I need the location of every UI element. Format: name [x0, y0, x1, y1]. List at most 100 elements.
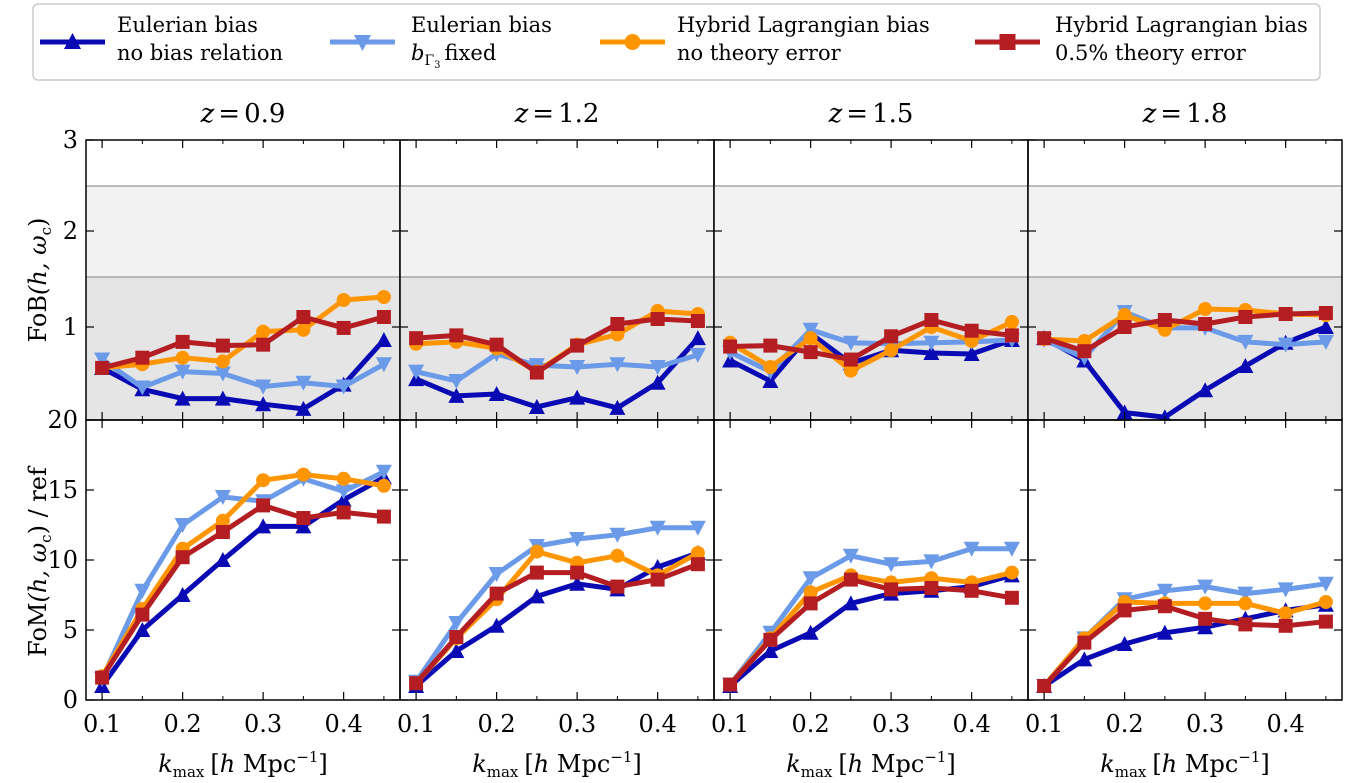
point-2-6 — [336, 293, 351, 307]
point-0-3 — [528, 588, 545, 604]
band-outer — [400, 186, 714, 277]
series-group — [722, 313, 1020, 388]
point-1-3 — [214, 490, 231, 505]
legend-entry-eulerian-fixed: Eulerian bias bΓ3 fixed — [330, 13, 552, 71]
y-tick-label-4: 0 — [63, 686, 78, 714]
y-tick-label-0: 3 — [63, 126, 78, 154]
point-2-4 — [256, 473, 271, 488]
series-group — [722, 541, 1020, 693]
point-3-0 — [95, 360, 110, 375]
point-3-0 — [1037, 331, 1052, 346]
panel-title-0: z = 0.9 — [200, 99, 286, 129]
point-2-7 — [1004, 315, 1019, 329]
legend-entry-hybrid-error: Hybrid Lagrangian bias 0.5% theory error — [975, 13, 1308, 65]
point-1-7 — [1003, 541, 1020, 557]
point-1-7 — [1317, 334, 1334, 350]
point-2-2 — [803, 331, 818, 346]
legend-label-1-gamma: Γ — [424, 53, 434, 69]
point-0-2 — [802, 624, 819, 640]
point-2-4 — [1198, 596, 1213, 611]
series-group — [94, 464, 392, 693]
legend-label-3-line1: Hybrid Lagrangian bias — [1055, 13, 1308, 37]
point-1-5 — [923, 554, 940, 570]
point-1-5 — [1237, 586, 1254, 602]
point-0-7 — [1317, 319, 1334, 334]
series-line-1 — [414, 525, 698, 684]
point-3-4 — [570, 565, 585, 580]
point-3-5 — [296, 310, 311, 324]
y-tick-label-1: 2 — [63, 217, 78, 245]
point-1-6 — [1277, 582, 1294, 598]
point-1-7 — [689, 347, 706, 363]
point-3-6 — [336, 320, 351, 335]
point-3-0 — [723, 339, 738, 354]
point-0-6 — [963, 345, 980, 361]
legend-label-1-line1: Eulerian bias — [411, 13, 552, 37]
point-3-0 — [95, 670, 110, 685]
point-3-4 — [256, 337, 271, 352]
point-3-7 — [376, 310, 391, 324]
point-3-7 — [1318, 614, 1333, 629]
point-1-6 — [1277, 337, 1294, 353]
point-3-4 — [570, 338, 585, 353]
x-tick-label-2: 0.3 — [1186, 710, 1224, 738]
point-0-5 — [923, 345, 940, 361]
x-tick-label-1: 0.2 — [164, 710, 202, 738]
legend-marker-0 — [64, 33, 81, 49]
point-1-2 — [174, 364, 191, 380]
series-group — [408, 520, 706, 693]
point-1-4 — [1197, 579, 1214, 595]
point-0-3 — [842, 595, 859, 611]
point-3-6 — [650, 572, 665, 587]
point-1-2 — [802, 571, 819, 587]
point-3-3 — [843, 352, 858, 367]
band-outer — [1028, 186, 1342, 277]
point-2-1 — [763, 359, 778, 374]
point-3-4 — [1198, 611, 1213, 626]
panel-title-2: z = 1.5 — [828, 99, 914, 129]
point-0-2 — [488, 617, 505, 633]
point-3-5 — [296, 511, 311, 525]
x-tick-label-2: 0.3 — [558, 710, 596, 738]
point-3-3 — [215, 525, 230, 539]
point-1-0 — [408, 364, 425, 380]
point-3-1 — [1077, 344, 1092, 359]
point-1-3 — [214, 366, 231, 382]
legend-label-0-line2: no bias relation — [117, 41, 283, 65]
panel-fom-1: 0.1 0.2 0.3 0.4 kmax [h Mpc−1] — [397, 419, 715, 781]
legend: Eulerian bias no bias relation Eulerian … — [32, 3, 1321, 81]
point-1-6 — [649, 520, 666, 536]
series-line-1 — [415, 351, 699, 384]
point-3-2 — [489, 337, 504, 352]
point-3-3 — [843, 572, 858, 587]
point-0-2 — [488, 385, 505, 401]
point-1-0 — [94, 352, 111, 368]
legend-entry-eulerian-no-relation: Eulerian bias no bias relation — [40, 13, 283, 65]
point-3-2 — [175, 334, 190, 349]
band-inner — [400, 277, 714, 420]
panel-fom-3: 0.1 0.2 0.3 0.4 kmax [h Mpc−1] — [1025, 419, 1343, 781]
x-tick-label-0: 0.1 — [711, 710, 749, 738]
point-3-7 — [690, 557, 705, 572]
point-1-3 — [842, 335, 859, 351]
point-2-5 — [1238, 596, 1253, 611]
panels: 3 2 1 z = 0.9 z = 1.2 z = 1.5 z = 1.8 0.1 0.2 0.3 0.4 20 15 1… — [47, 99, 1343, 781]
point-2-6 — [336, 471, 351, 486]
point-0-7 — [689, 330, 706, 346]
point-3-3 — [529, 365, 544, 380]
legend-label-1-three: 3 — [434, 60, 440, 71]
point-0-1 — [134, 622, 151, 637]
point-3-1 — [763, 632, 778, 647]
panel-fom-2: 0.1 0.2 0.3 0.4 kmax [h Mpc−1] — [711, 419, 1029, 781]
point-3-5 — [1238, 310, 1253, 324]
point-3-5 — [610, 317, 625, 331]
point-3-4 — [884, 329, 899, 344]
point-1-6 — [963, 541, 980, 557]
legend-label-1-b: b — [411, 41, 424, 65]
point-1-2 — [802, 322, 819, 338]
series-line-0 — [415, 336, 700, 411]
point-3-3 — [529, 565, 544, 580]
legend-marker-3 — [999, 34, 1016, 50]
point-3-3 — [1157, 313, 1172, 327]
point-1-6 — [335, 379, 352, 395]
